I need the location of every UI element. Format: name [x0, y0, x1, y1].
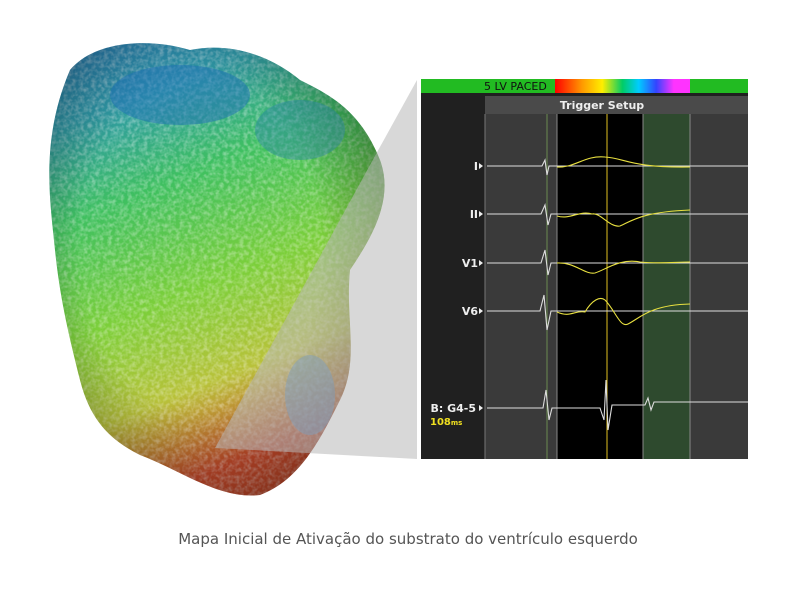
lead-label: II: [470, 208, 478, 221]
lead-label: V6: [462, 305, 479, 318]
lead-label: I: [474, 160, 478, 173]
zoom-wedge: [215, 80, 417, 459]
measure-unit: ms: [451, 419, 462, 427]
trigger-label: Trigger Setup: [560, 99, 644, 112]
caption: Mapa Inicial de Ativação do substrato do…: [178, 530, 638, 548]
header-label: 5 LV PACED: [484, 80, 547, 93]
lead-label: B: G4-5: [430, 402, 476, 415]
measure-value: 108ms: [430, 417, 462, 428]
ecg-panel: 5 LV PACED Trigger Setup I: [421, 79, 748, 459]
measure-number: 108: [430, 417, 451, 428]
lead-label: V1: [462, 257, 478, 270]
